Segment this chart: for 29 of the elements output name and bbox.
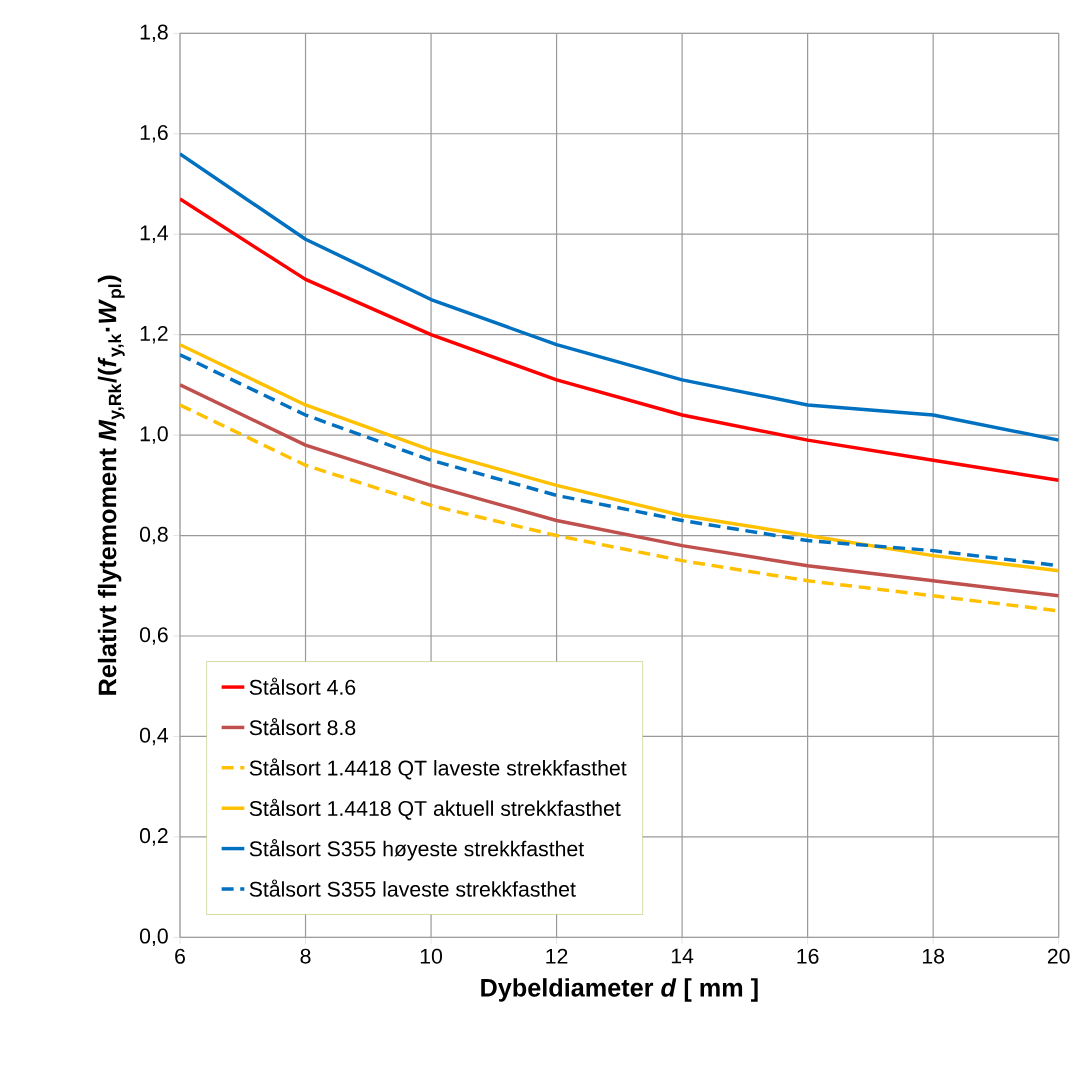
x-tick-label: 8 xyxy=(300,948,311,964)
legend-label: Stålsort 1.4418 QT aktuell strekkfasthet xyxy=(249,798,621,820)
line-series xyxy=(180,152,1059,442)
x-tick-label: 10 xyxy=(420,948,443,964)
x-tick-label: 12 xyxy=(546,948,568,964)
line-series xyxy=(180,197,1059,483)
y-tick-label: 0,2 xyxy=(139,828,168,846)
x-tick-label: 6 xyxy=(175,948,185,964)
legend-label: Stålsort 1.4418 QT laveste strekkfasthet xyxy=(249,758,627,780)
y-tick-label: 0,4 xyxy=(139,727,169,746)
y-tick-label: 1,4 xyxy=(140,225,169,243)
x-tick-label: 14 xyxy=(671,948,694,964)
x-axis-title: Dybeldiameter d [ mm ] xyxy=(481,978,758,1002)
line-series xyxy=(180,383,1059,598)
y-tick-label: 0,8 xyxy=(139,526,168,545)
y-tick-label: 1,6 xyxy=(140,125,168,143)
text: Relativt flytemoment M$_{y,Rk}$/(f$_{y,k}$·W$_{pl}$) xyxy=(97,275,125,695)
legend-label: Stålsort 8.8 xyxy=(249,717,356,736)
legend-label: Stålsort S355 høyeste strekkfasthet xyxy=(249,839,585,861)
legend-label: Stålsort S355 laveste strekkfasthet xyxy=(249,879,576,897)
y-tick-label: 1,0 xyxy=(140,426,168,444)
x-tick-label: 20 xyxy=(1047,948,1070,964)
x-tick-label: 16 xyxy=(797,948,819,964)
y-tick-label: 0,0 xyxy=(139,928,168,947)
y-tick-label: 0,6 xyxy=(139,627,168,645)
y-tick-label: 1,8 xyxy=(140,24,168,43)
legend-label: Stålsort 4.6 xyxy=(249,677,356,695)
x-tick-label: 18 xyxy=(922,948,945,964)
y-tick-label: 1,2 xyxy=(140,325,168,344)
